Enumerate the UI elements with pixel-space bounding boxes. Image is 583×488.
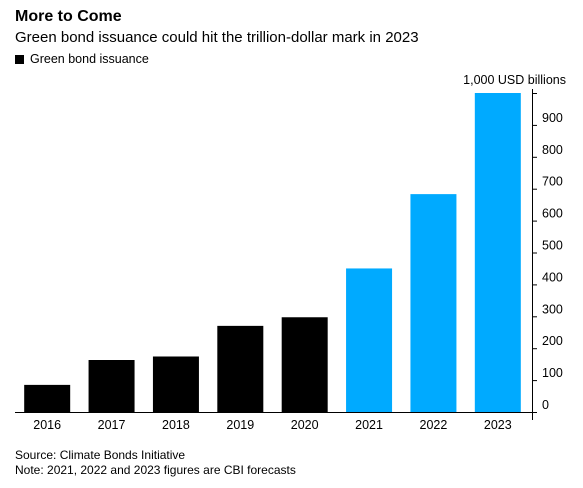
bar-2021 — [346, 268, 393, 412]
chart-footer: Source: Climate Bonds Initiative Note: 2… — [15, 448, 296, 478]
x-tick-label: 2021 — [355, 418, 383, 432]
y-tick-label: 200 — [542, 334, 563, 348]
y-tick-label: 0 — [542, 398, 549, 412]
bar-2017 — [88, 360, 135, 412]
bar-2020 — [281, 317, 328, 412]
y-axis-label: 1,000 USD billions — [463, 73, 566, 87]
source-text: Source: Climate Bonds Initiative — [15, 448, 186, 462]
x-tick-label: 2023 — [484, 418, 512, 432]
bar-2019 — [217, 325, 264, 412]
x-tick-label: 2019 — [226, 418, 254, 432]
chart-subtitle: Green bond issuance could hit the trilli… — [15, 29, 419, 46]
y-tick-label: 800 — [542, 143, 563, 157]
y-tick-label: 100 — [542, 366, 563, 380]
x-tick-label: 2018 — [162, 418, 190, 432]
bar-2018 — [152, 356, 199, 412]
legend-swatch — [15, 54, 24, 64]
bar-2016 — [24, 384, 71, 412]
y-tick-label: 600 — [542, 207, 563, 221]
y-tick-label: 700 — [542, 175, 563, 189]
y-tick-label: 300 — [542, 302, 563, 316]
chart-title: More to Come — [15, 8, 122, 25]
x-tick-label: 2017 — [98, 418, 126, 432]
y-tick-label: 400 — [542, 270, 563, 284]
note-text: Note: 2021, 2022 and 2023 figures are CB… — [15, 463, 296, 477]
bar-2023 — [474, 93, 521, 412]
x-tick-label: 2016 — [33, 418, 61, 432]
legend-label: Green bond issuance — [30, 52, 149, 66]
x-tick-label: 2020 — [291, 418, 319, 432]
bar-2022 — [410, 194, 457, 412]
y-tick-label: 500 — [542, 239, 563, 253]
y-tick-label: 900 — [542, 111, 563, 125]
x-tick-label: 2022 — [420, 418, 448, 432]
legend: Green bond issuance — [15, 52, 149, 66]
